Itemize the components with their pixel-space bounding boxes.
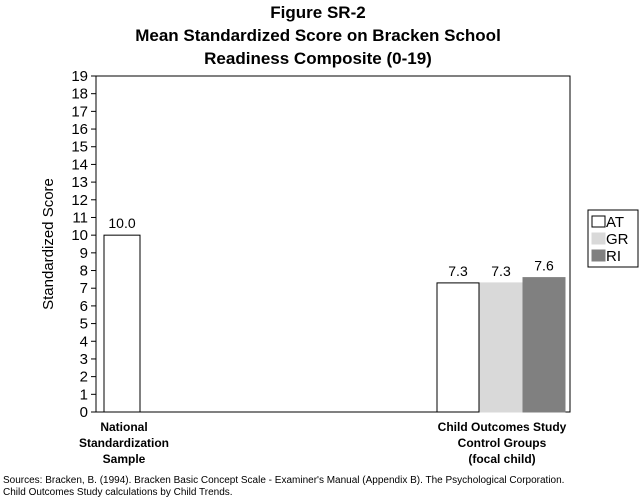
- bar-ri: [522, 277, 566, 413]
- chart-title-line-1: Figure SR-2: [270, 3, 365, 22]
- y-tick-label: 3: [80, 351, 88, 368]
- bar-gr: [479, 282, 523, 413]
- category-label: National: [100, 420, 147, 434]
- plot-area: [95, 75, 571, 413]
- y-tick-label: 15: [71, 139, 88, 156]
- legend-swatch-gr: [591, 232, 606, 245]
- legend-label: AT: [606, 214, 624, 231]
- source-line-2: Child Outcomes Study calculations by Chi…: [3, 487, 233, 498]
- y-tick-label: 18: [71, 86, 88, 103]
- chart-title-line-2: Mean Standardized Score on Bracken Schoo…: [135, 26, 501, 45]
- y-tick-label: 7: [80, 280, 88, 297]
- category-label: (focal child): [468, 452, 535, 466]
- y-tick-label: 16: [71, 121, 88, 138]
- data-label: 7.6: [534, 258, 554, 274]
- y-axis-label: Standardized Score: [40, 178, 57, 310]
- y-tick-label: 14: [71, 156, 88, 173]
- chart-title-line-3: Readiness Composite (0-19): [204, 49, 432, 68]
- data-label: 7.3: [448, 263, 468, 279]
- source-line-1: Sources: Bracken, B. (1994). Bracken Bas…: [3, 475, 564, 486]
- y-tick-label: 10: [71, 227, 88, 244]
- legend-swatch-ri: [591, 249, 606, 262]
- y-tick-label: 4: [80, 333, 88, 350]
- bar-at: [436, 282, 480, 413]
- legend-swatch-at: [591, 215, 606, 228]
- y-tick-label: 13: [71, 174, 88, 191]
- y-tick-label: 5: [80, 316, 88, 333]
- y-tick-label: 6: [80, 298, 88, 315]
- data-label: 10.0: [108, 215, 135, 231]
- y-tick-label: 19: [71, 68, 88, 85]
- y-tick-label: 11: [72, 209, 88, 226]
- legend-label: GR: [606, 231, 629, 248]
- y-tick-label: 8: [80, 263, 88, 280]
- y-tick-label: 1: [80, 386, 88, 403]
- y-tick-label: 2: [80, 369, 88, 386]
- category-label: Child Outcomes Study: [438, 420, 567, 434]
- category-label: Control Groups: [458, 436, 547, 450]
- y-tick-label: 17: [71, 103, 88, 120]
- y-tick-label: 0: [80, 404, 88, 421]
- bar-at: [103, 234, 141, 413]
- y-tick-label: 9: [80, 245, 88, 262]
- y-tick-label: 12: [71, 192, 88, 209]
- data-label: 7.3: [491, 263, 511, 279]
- category-label: Sample: [103, 452, 146, 466]
- category-label: Standardization: [79, 436, 169, 450]
- legend-label: RI: [606, 248, 621, 265]
